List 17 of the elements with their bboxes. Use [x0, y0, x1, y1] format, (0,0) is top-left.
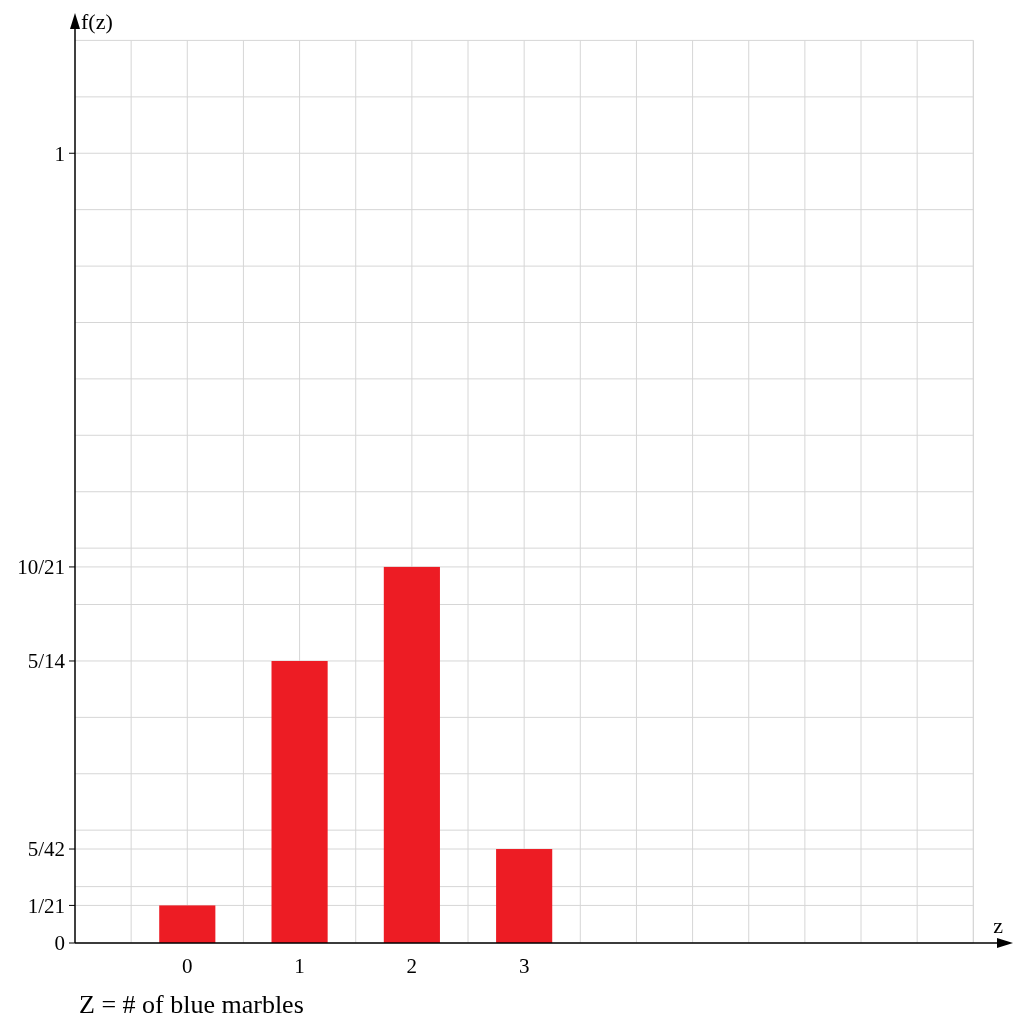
bar: [271, 660, 328, 943]
y-tick-label: 5/14: [27, 649, 66, 674]
bar: [496, 849, 553, 943]
y-axis-title: f(z): [81, 9, 113, 34]
x-axis-title: z: [993, 913, 1004, 938]
y-tick-label: 1/21: [27, 893, 65, 918]
x-tick-label: 3: [518, 954, 530, 978]
x-tick-label: 2: [406, 954, 418, 978]
x-tick-label: 1: [294, 954, 305, 978]
y-tick-label: 0: [54, 931, 65, 956]
bar: [159, 905, 216, 943]
y-tick-label: 10/21: [17, 555, 65, 580]
text: Z = # of blue marbles: [79, 990, 304, 1019]
bar: [383, 566, 440, 943]
y-tick-label: 1: [54, 141, 65, 166]
y-tick-label: 5/42: [27, 837, 65, 862]
x-tick-label: 0: [182, 954, 193, 978]
